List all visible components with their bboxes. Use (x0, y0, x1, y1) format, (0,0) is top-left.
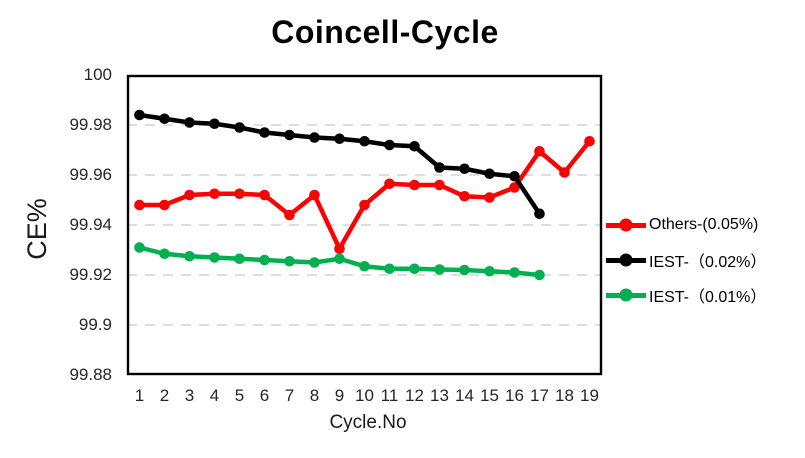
data-point-s2-x15 (484, 265, 495, 277)
data-point-s1-x12 (409, 140, 420, 152)
data-point-s1-x10 (359, 135, 370, 147)
data-point-s1-x1 (134, 109, 145, 121)
data-point-s2-x10 (359, 260, 370, 272)
x-tick-label: 16 (505, 386, 524, 405)
legend-item-2: IEST-（0.01%） (606, 283, 766, 307)
x-tick-label: 13 (430, 386, 449, 405)
data-point-s1-x3 (184, 117, 195, 128)
data-point-s1-x7 (284, 129, 295, 141)
data-point-s0-x5 (234, 188, 245, 200)
legend-label: Others-(0.05%) (649, 216, 759, 233)
x-tick-label: 10 (355, 386, 374, 405)
legend-item-1: IEST-（0.02%） (606, 248, 766, 272)
y-tick-label: 99.92 (69, 265, 112, 284)
data-point-s0-x14 (459, 190, 470, 202)
x-tick-label: 15 (480, 386, 499, 405)
legend-item-0: Others-(0.05%) (606, 213, 766, 237)
x-tick-label: 8 (309, 386, 320, 405)
data-point-s0-x13 (434, 179, 445, 191)
y-tick-label: 99.96 (69, 165, 112, 184)
legend-marker-icon (606, 218, 646, 232)
x-tick-label: 1 (134, 386, 145, 405)
data-point-s1-x14 (459, 163, 470, 175)
data-point-s0-x18 (559, 167, 570, 178)
data-point-s1-x8 (309, 132, 320, 143)
data-point-s0-x4 (209, 188, 220, 200)
data-point-s0-x1 (134, 199, 145, 211)
x-tick-label: 17 (530, 386, 549, 405)
legend-dot-icon (619, 288, 633, 302)
data-point-s1-x16 (509, 170, 520, 182)
legend-dot-icon (619, 253, 633, 267)
y-tick-label: 99.94 (69, 215, 112, 234)
data-point-s2-x6 (259, 254, 270, 266)
data-point-s0-x9 (334, 243, 345, 255)
legend-marker-icon (606, 253, 646, 267)
data-point-s1-x6 (259, 127, 270, 138)
y-tick-label: 99.88 (69, 365, 112, 384)
data-point-s0-x12 (409, 179, 420, 191)
x-tick-label: 9 (334, 386, 345, 405)
data-point-s0-x19 (584, 135, 595, 147)
data-point-s0-x15 (484, 192, 495, 203)
x-tick-label: 14 (455, 386, 474, 405)
data-point-s1-x15 (484, 168, 495, 180)
legend-dot-icon (619, 218, 633, 232)
y-tick-label: 99.98 (69, 115, 112, 134)
data-point-s0-x16 (509, 182, 520, 193)
data-point-s2-x1 (134, 242, 145, 253)
data-point-s1-x9 (334, 133, 345, 145)
data-point-s0-x2 (159, 199, 170, 211)
data-point-s2-x2 (159, 248, 170, 260)
legend-marker-icon (606, 288, 646, 302)
data-point-s2-x8 (309, 257, 320, 268)
x-axis-title: Cycle.No (329, 412, 407, 433)
x-tick-label: 19 (580, 386, 599, 405)
legend-label: IEST-（0.01%） (649, 289, 767, 306)
data-point-s2-x13 (434, 264, 445, 275)
data-point-s0-x11 (384, 178, 395, 190)
data-point-s1-x13 (434, 162, 445, 173)
data-point-s2-x9 (334, 253, 345, 265)
data-point-s2-x17 (534, 269, 545, 281)
data-point-s2-x11 (384, 263, 395, 275)
data-point-s1-x2 (159, 113, 170, 125)
data-point-s1-x4 (209, 118, 220, 130)
data-point-s1-x17 (534, 208, 545, 220)
x-tick-label: 2 (159, 386, 170, 405)
y-tick-label: 99.9 (78, 315, 112, 334)
x-tick-label: 12 (405, 386, 424, 405)
x-tick-label: 18 (555, 386, 574, 405)
legend: Others-(0.05%) IEST-（0.02%） IEST-（0.01%） (606, 213, 766, 307)
data-point-s2-x5 (234, 253, 245, 265)
x-tick-label: 4 (209, 386, 220, 405)
data-point-s2-x16 (509, 267, 520, 278)
data-point-s2-x3 (184, 250, 195, 262)
x-tick-label: 6 (259, 386, 270, 405)
data-point-s0-x7 (284, 209, 295, 221)
plot-area (126, 74, 603, 376)
x-tick-label: 5 (234, 386, 245, 405)
data-point-s2-x7 (284, 255, 295, 267)
y-tick-label: 100 (83, 65, 112, 84)
data-point-s0-x8 (309, 189, 320, 201)
data-point-s2-x14 (459, 264, 470, 276)
data-point-s1-x5 (234, 122, 245, 133)
data-point-s0-x6 (259, 189, 270, 201)
chart-title: Coincell-Cycle (271, 14, 499, 50)
data-point-s0-x3 (184, 189, 195, 201)
x-tick-label: 7 (284, 386, 295, 405)
x-tick-label: 11 (380, 386, 399, 405)
legend-label: IEST-（0.02%） (649, 254, 767, 271)
data-point-s0-x10 (359, 199, 370, 211)
series-line-0 (137, 139, 592, 254)
data-point-s1-x11 (384, 139, 395, 151)
data-point-s2-x4 (209, 252, 220, 263)
data-point-s0-x17 (534, 145, 545, 157)
x-tick-label: 3 (184, 386, 195, 405)
plot-border (126, 74, 603, 376)
data-point-s2-x12 (409, 263, 420, 275)
